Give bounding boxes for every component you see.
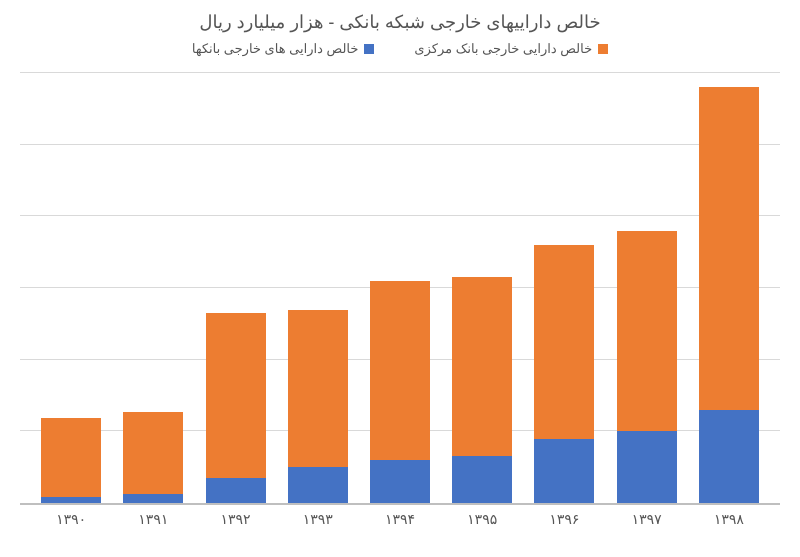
bar-segment-central-bank: [370, 281, 430, 460]
bars-container: [20, 75, 780, 503]
bar-group: [123, 412, 183, 503]
x-axis: ۱۳۹۰ ۱۳۹۱ ۱۳۹۲ ۱۳۹۳ ۱۳۹۴ ۱۳۹۵ ۱۳۹۶ ۱۳۹۷ ۱۳۹۸: [20, 505, 780, 528]
x-axis-label: ۱۳۹۲: [206, 511, 266, 528]
x-axis-label: ۱۳۹۳: [288, 511, 348, 528]
bar-segment-banks: [288, 467, 348, 503]
legend-swatch-icon: [364, 44, 374, 54]
legend: خالص دارایی خارجی بانک مرکزی خالص دارایی…: [20, 41, 780, 57]
bar-segment-central-bank: [123, 412, 183, 494]
bar-segment-banks: [617, 431, 677, 503]
x-axis-label: ۱۳۹۴: [370, 511, 430, 528]
x-axis-label: ۱۳۹۷: [617, 511, 677, 528]
legend-label: خالص دارایی های خارجی بانکها: [192, 41, 359, 57]
x-axis-label: ۱۳۹۱: [123, 511, 183, 528]
x-axis-label: ۱۳۹۰: [41, 511, 101, 528]
x-axis-label: ۱۳۹۸: [699, 511, 759, 528]
bar-segment-banks: [41, 497, 101, 503]
bar-group: [370, 281, 430, 503]
bar-segment-banks: [370, 460, 430, 503]
bar-segment-banks: [123, 494, 183, 503]
bar-segment-banks: [206, 478, 266, 503]
bar-group: [206, 313, 266, 503]
bar-segment-central-bank: [699, 87, 759, 410]
legend-item-banks: خالص دارایی های خارجی بانکها: [192, 41, 375, 57]
bar-group: [41, 418, 101, 503]
legend-item-central-bank: خالص دارایی خارجی بانک مرکزی: [414, 41, 608, 57]
plot-area: [20, 75, 780, 505]
bar-group: [288, 310, 348, 503]
bar-segment-banks: [534, 439, 594, 504]
x-axis-label: ۱۳۹۵: [452, 511, 512, 528]
legend-label: خالص دارایی خارجی بانک مرکزی: [414, 41, 592, 57]
bar-segment-banks: [699, 410, 759, 503]
gridline: [20, 72, 780, 73]
bar-segment-central-bank: [452, 277, 512, 456]
x-axis-label: ۱۳۹۶: [534, 511, 594, 528]
bar-segment-banks: [452, 456, 512, 503]
bar-group: [534, 245, 594, 503]
legend-swatch-icon: [598, 44, 608, 54]
bar-group: [617, 231, 677, 503]
bar-segment-central-bank: [41, 418, 101, 497]
bar-segment-central-bank: [206, 313, 266, 478]
chart-title: خالص داراییهای خارجی شبکه بانکی - هزار م…: [20, 12, 780, 33]
bar-segment-central-bank: [288, 310, 348, 468]
chart-container: خالص داراییهای خارجی شبکه بانکی - هزار م…: [0, 0, 800, 557]
bar-segment-central-bank: [617, 231, 677, 432]
bar-group: [452, 277, 512, 503]
bar-segment-central-bank: [534, 245, 594, 439]
bar-group: [699, 87, 759, 503]
